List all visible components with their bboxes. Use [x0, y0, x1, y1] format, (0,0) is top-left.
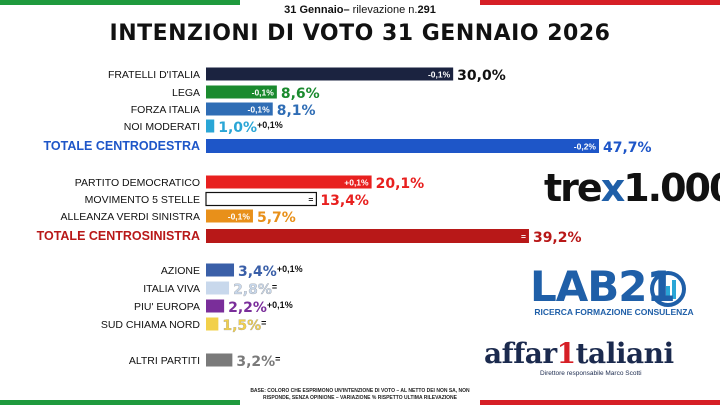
bar-alleanza-verdi-sinistra [206, 209, 253, 223]
flag-green-stripe [0, 0, 240, 5]
flag-red-stripe-bottom [480, 400, 720, 405]
flag-red-stripe [480, 0, 720, 5]
lab21-logo: LAB21 [530, 262, 676, 311]
bar-fratelli-d-italia [206, 67, 454, 81]
bar-label-lega: LEGA [172, 87, 200, 99]
bar-label-totale-centrosinistra: TOTALE CENTROSINISTRA [37, 229, 200, 243]
change-label-totale-centrodestra: -0,2% [574, 142, 597, 152]
bar-label-alleanza-verdi-sinistra: ALLEANZA VERDI SINISTRA [61, 211, 200, 223]
value-label-lega: 8,6% [281, 86, 320, 102]
value-label-totale-centrodestra: 47,7% [603, 140, 652, 156]
value-label-forza-italia: 8,1% [277, 103, 316, 119]
bar-label-italia-viva: ITALIA VIVA [143, 283, 200, 295]
bar-piu-europa [206, 299, 225, 313]
survey-info: 31 Gennaio– rilevazione n.291 [0, 4, 720, 16]
bar-movimento-5-stelle [205, 191, 318, 207]
footnote: BASE: COLORO CHE ESPRIMONO UN'INTENZIONE… [250, 388, 470, 401]
lab21-circle-icon [650, 271, 686, 307]
bar-label-azione: AZIONE [161, 265, 200, 277]
bar-label-altri-partiti: ALTRI PARTITI [129, 355, 200, 367]
affaritaliani-logo: affar1taliani [484, 337, 674, 370]
bar-forza-italia [206, 102, 273, 116]
bar-label-noi-moderati: NOI MODERATI [124, 121, 200, 133]
value-label-movimento-5-stelle: 13,4% [320, 193, 369, 209]
survey-number: 291 [417, 4, 436, 16]
change-label-totale-centrosinistra: = [521, 232, 526, 242]
change-label-italia-viva: = [272, 282, 277, 292]
trex-logo: trex1.000 [544, 166, 720, 210]
change-label-fratelli-d-italia: -0,1% [428, 70, 451, 80]
bar-label-sud-chiama-nord: SUD CHIAMA NORD [101, 319, 201, 331]
change-label-movimento-5-stelle: = [308, 195, 313, 205]
value-label-noi-moderati: 1,0% [218, 120, 257, 136]
bar-label-partito-democratico: PARTITO DEMOCRATICO [75, 177, 200, 189]
value-label-totale-centrosinistra: 39,2% [533, 230, 582, 246]
change-label-forza-italia: -0,1% [248, 105, 271, 115]
bar-totale-centrodestra [206, 139, 599, 153]
bar-sud-chiama-nord [206, 317, 219, 331]
affari-logo-one: 1 [556, 337, 576, 370]
survey-date: 31 Gennaio– [284, 4, 350, 16]
bar-label-movimento-5-stelle: MOVIMENTO 5 STELLE [85, 194, 200, 206]
change-label-altri-partiti: = [275, 354, 280, 364]
lab21-bar-icon-2 [672, 280, 676, 299]
value-label-alleanza-verdi-sinistra: 5,7% [257, 210, 296, 226]
change-label-lega: -0,1% [252, 88, 275, 98]
value-label-azione: 3,4% [238, 264, 277, 280]
change-label-alleanza-verdi-sinistra: -0,1% [228, 212, 251, 222]
value-label-sud-chiama-nord: 1,5% [222, 318, 261, 334]
affari-logo-a: affar [484, 337, 557, 370]
bar-italia-viva [206, 281, 230, 295]
change-label-piu-europa: +0,1% [267, 300, 293, 310]
bar-altri-partiti [206, 353, 233, 367]
lab21-bar-icon-0 [660, 292, 664, 299]
lab21-bar-icon-1 [666, 286, 670, 299]
affaritaliani-director: Direttore responsabile Marco Scotti [540, 370, 642, 377]
bar-label-forza-italia: FORZA ITALIA [131, 104, 200, 116]
page-title: INTENZIONI DI VOTO 31 GENNAIO 2026 [109, 21, 611, 46]
bar-partito-democratico [206, 175, 372, 189]
bar-label-piu-europa: PIU' EUROPA [134, 301, 200, 313]
change-label-azione: +0,1% [277, 264, 303, 274]
bar-label-fratelli-d-italia: FRATELLI D'ITALIA [108, 69, 200, 81]
survey-rilevazione: rilevazione n. [349, 4, 418, 16]
change-label-partito-democratico: +0,1% [344, 178, 369, 188]
value-label-partito-democratico: 20,1% [376, 176, 425, 192]
affari-logo-b: taliani [575, 337, 675, 370]
value-label-fratelli-d-italia: 30,0% [457, 68, 506, 84]
flag-white-stripe [240, 0, 480, 5]
value-label-italia-viva: 2,8% [233, 282, 272, 298]
value-label-altri-partiti: 3,2% [236, 354, 275, 370]
bar-totale-centrosinistra [206, 229, 529, 243]
bar-label-totale-centrodestra: TOTALE CENTRODESTRA [44, 139, 200, 153]
trex-logo-a: tre [544, 166, 603, 210]
bar-azione [206, 263, 235, 277]
bar-noi-moderati [206, 119, 215, 133]
lab21-tagline: RICERCA FORMAZIONE CONSULENZA [534, 307, 694, 317]
change-label-sud-chiama-nord: = [261, 318, 266, 328]
bar-lega [206, 85, 277, 99]
trex-logo-x: x [600, 166, 625, 210]
flag-green-stripe-bottom [0, 400, 240, 405]
change-label-noi-moderati: +0,1% [257, 120, 283, 130]
trex-logo-b: 1.000 [623, 166, 720, 210]
value-label-piu-europa: 2,2% [228, 300, 267, 316]
